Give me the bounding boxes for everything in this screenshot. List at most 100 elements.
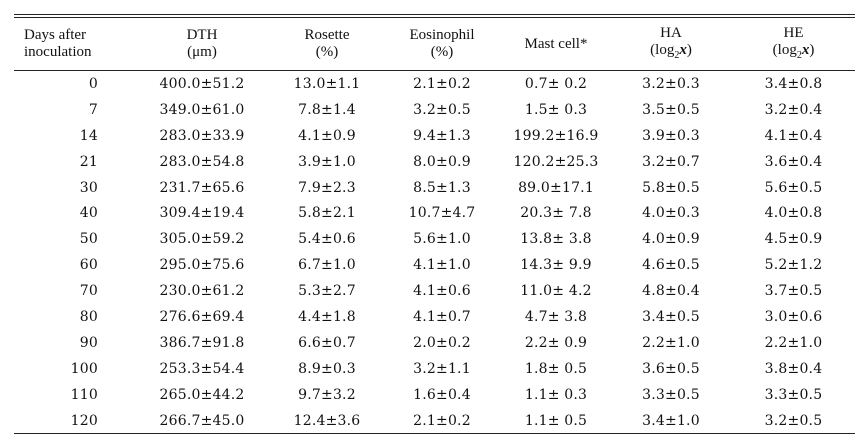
cell-he: 3.4±0.8 [764,75,823,92]
header-he-log: (log [772,41,797,58]
header-eosinophil: Eosinophil (%) [382,18,502,70]
cell-eosinophil: 9.4±1.3 [413,127,471,144]
cell-dth: 295.0±75.6 [159,257,245,274]
table-top-rule-inner [14,17,855,18]
cell-days: 30 [79,179,98,196]
cell-eosinophil: 3.2±0.5 [413,101,471,118]
cell-eosinophil: 4.1±0.6 [413,283,471,300]
header-days-line1: Days after [24,27,87,43]
cell-days: 40 [79,205,98,222]
cell-mast-cell: 14.3± 9.9 [520,257,592,274]
table-row: 90 386.7±91.8 6.6±0.7 2.0±0.2 2.2± 0.9 2.2±1.… [14,330,855,356]
cell-mast-cell: 1.1± 0.3 [524,386,588,403]
table-row: 14 283.0±33.9 4.1±0.9 9.4±1.3 199.2±16.9 3.9±… [14,123,855,149]
cell-ha: 4.0±0.3 [642,205,700,222]
cell-he: 4.1±0.4 [764,127,823,144]
header-he: HE (log2x) [732,18,855,70]
header-rosette-line2: (%) [315,44,339,60]
table-body: 0 400.0±51.2 13.0±1.1 2.1±0.2 0.7± 0.2 3.2±0.… [14,71,855,433]
header-ha-sub: 2 [674,49,680,61]
cell-dth: 231.7±65.6 [159,179,245,196]
header-ha-close: ) [686,41,692,58]
header-ha-var: x [679,41,687,58]
cell-mast-cell: 13.8± 3.8 [520,231,592,248]
cell-ha: 3.4±1.0 [642,412,700,429]
table-row: 30 231.7±65.6 7.9±2.3 8.5±1.3 89.0±17.1 5.8±0… [14,175,855,201]
header-row: Days after inoculation DTH (μm) Rosette … [14,18,855,70]
header-ha: HA (log2x) [610,18,732,70]
cell-ha: 3.2±0.3 [642,75,700,92]
cell-eosinophil: 10.7±4.7 [408,205,476,222]
cell-rosette: 13.0±1.1 [293,75,361,92]
cell-mast-cell: 1.1± 0.5 [524,412,588,429]
table-row: 0 400.0±51.2 13.0±1.1 2.1±0.2 0.7± 0.2 3.2±0.… [14,71,855,97]
cell-ha: 4.8±0.4 [642,283,700,300]
cell-days: 110 [70,386,98,403]
header-eosinophil-line2: (%) [430,44,454,60]
cell-he: 2.2±1.0 [764,334,823,351]
cell-ha: 3.5±0.5 [642,101,700,118]
cell-days: 60 [79,257,98,274]
cell-he: 3.0±0.6 [764,308,823,325]
table-row: 21 283.0±54.8 3.9±1.0 8.0±0.9 120.2±25.3 3.2±… [14,149,855,175]
cell-mast-cell: 20.3± 7.8 [520,205,592,222]
cell-rosette: 3.9±1.0 [298,153,356,170]
header-he-close: ) [809,41,815,58]
cell-rosette: 5.8±2.1 [298,205,356,222]
cell-eosinophil: 4.1±1.0 [413,257,471,274]
cell-rosette: 6.6±0.7 [298,334,356,351]
header-mast-cell-line1: Mast cell* [524,35,588,52]
cell-he: 4.0±0.8 [764,205,823,222]
cell-rosette: 4.1±0.9 [298,127,356,144]
cell-dth: 266.7±45.0 [159,412,245,429]
cell-ha: 3.6±0.5 [642,360,700,377]
cell-days: 0 [88,75,98,92]
cell-rosette: 8.9±0.3 [298,360,356,377]
cell-mast-cell: 199.2±16.9 [513,127,599,144]
table-row: 7 349.0±61.0 7.8±1.4 3.2±0.5 1.5± 0.3 3.5±0.5… [14,97,855,123]
cell-he: 3.2±0.5 [764,412,823,429]
table-row: 110 265.0±44.2 9.7±3.2 1.6±0.4 1.1± 0.3 3.3±0… [14,382,855,408]
cell-dth: 283.0±54.8 [159,153,245,170]
header-dth-line2: (μm) [187,44,217,60]
cell-days: 14 [79,127,98,144]
cell-dth: 253.3±54.4 [159,360,245,377]
cell-ha: 3.3±0.5 [642,386,700,403]
cell-rosette: 9.7±3.2 [298,386,356,403]
cell-days: 70 [79,283,98,300]
cell-mast-cell: 2.2± 0.9 [524,334,588,351]
table-row: 100 253.3±54.4 8.9±0.3 3.2±1.1 1.8± 0.5 3.6±0… [14,356,855,382]
cell-rosette: 6.7±1.0 [298,257,356,274]
header-ha-line2: (log2x) [611,42,731,64]
cell-days: 50 [79,231,98,248]
cell-eosinophil: 1.6±0.4 [413,386,471,403]
cell-dth: 265.0±44.2 [159,386,245,403]
cell-eosinophil: 3.2±1.1 [413,360,471,377]
cell-days: 90 [79,334,98,351]
cell-days: 21 [79,153,98,170]
cell-mast-cell: 89.0±17.1 [518,179,594,196]
table-row: 70 230.0±61.2 5.3±2.7 4.1±0.6 11.0± 4.2 4.8±0… [14,278,855,304]
cell-ha: 5.8±0.5 [642,179,700,196]
cell-dth: 230.0±61.2 [159,283,245,300]
cell-days: 80 [79,308,98,325]
table-row: 60 295.0±75.6 6.7±1.0 4.1±1.0 14.3± 9.9 4.6±0… [14,252,855,278]
table-top-rule [14,14,855,15]
cell-dth: 283.0±33.9 [159,127,245,144]
cell-mast-cell: 11.0± 4.2 [520,283,592,300]
header-days-line2: inoculation [24,44,92,60]
cell-he: 3.6±0.4 [764,153,823,170]
cell-he: 3.3±0.5 [764,386,823,403]
table-row: 50 305.0±59.2 5.4±0.6 5.6±1.0 13.8± 3.8 4.0±0… [14,226,855,252]
cell-dth: 386.7±91.8 [159,334,245,351]
cell-eosinophil: 2.1±0.2 [413,75,471,92]
cell-mast-cell: 120.2±25.3 [513,153,599,170]
cell-dth: 400.0±51.2 [159,75,245,92]
cell-days: 7 [88,101,98,118]
cell-rosette: 4.4±1.8 [298,308,356,325]
table-header-rule [14,70,855,71]
header-mast-cell: Mast cell* [502,18,610,70]
cell-rosette: 5.3±2.7 [298,283,356,300]
cell-mast-cell: 4.7± 3.8 [524,308,588,325]
cell-days: 100 [70,360,98,377]
